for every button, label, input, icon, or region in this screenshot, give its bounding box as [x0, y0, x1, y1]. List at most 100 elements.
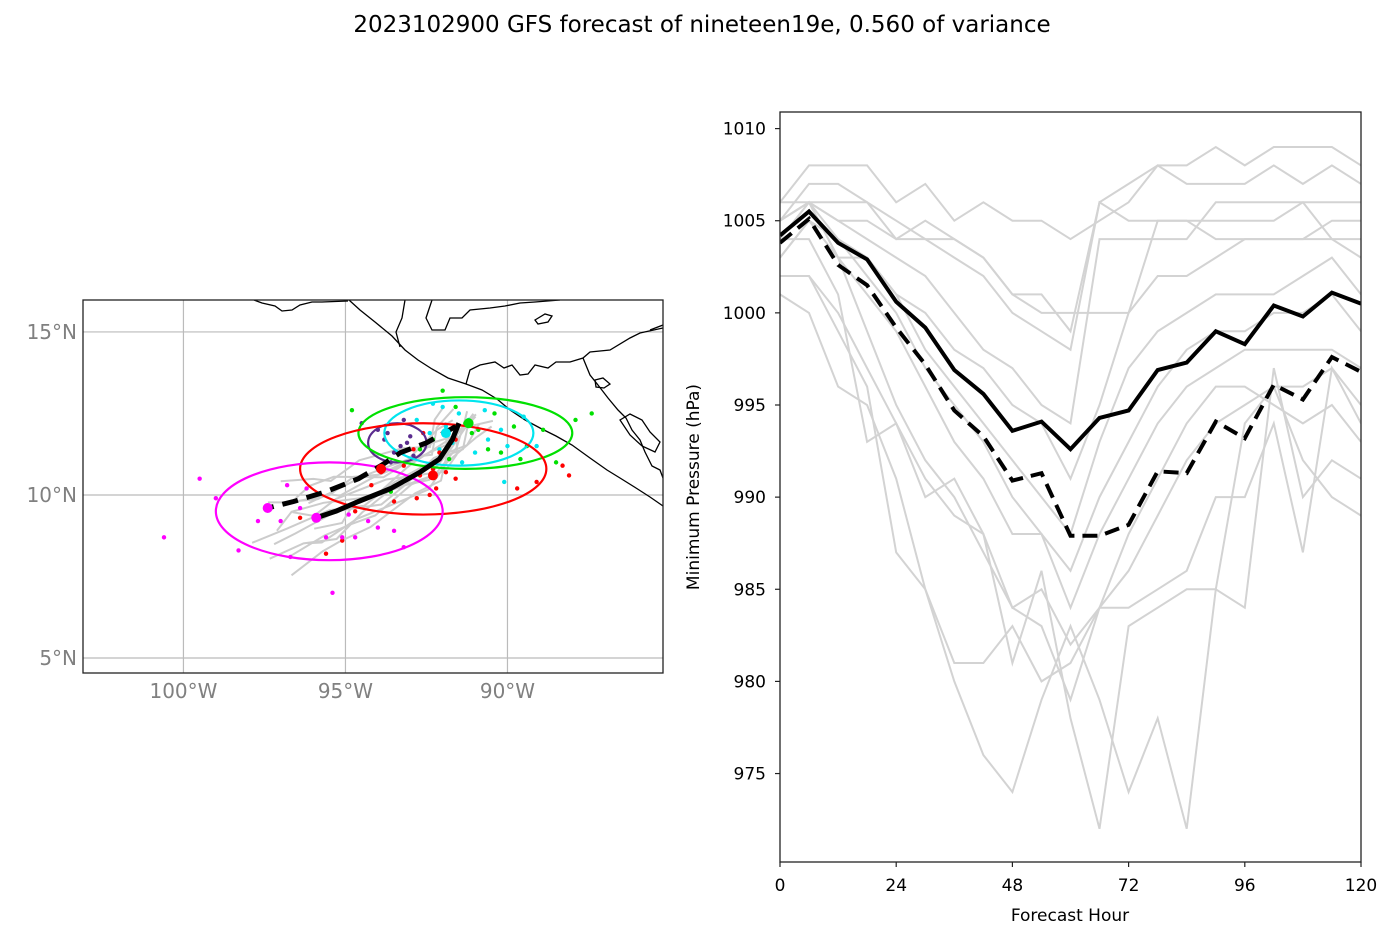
- map-ytick-label: 5°N: [39, 646, 77, 670]
- x-tick-label: 120: [1345, 876, 1377, 896]
- x-tick-label: 48: [1002, 876, 1024, 896]
- coastline: [253, 300, 663, 507]
- ensemble-track: [290, 425, 459, 577]
- position-point-cyan: [498, 427, 504, 432]
- coastline-nicaragua: [582, 357, 663, 479]
- x-axis-label: Forecast Hour: [1011, 906, 1129, 926]
- y-tick-label: 995: [734, 396, 766, 416]
- track-marker: [262, 503, 273, 514]
- position-point-red: [514, 486, 520, 491]
- position-point-red: [340, 538, 345, 543]
- x-tick-label: 0: [775, 876, 786, 896]
- y-tick-label: 980: [734, 672, 766, 692]
- position-point-red: [560, 463, 565, 468]
- lake-nicaragua: [619, 413, 661, 453]
- position-point-cyan: [414, 417, 419, 423]
- position-point-cyan: [443, 424, 449, 429]
- track-marker: [376, 463, 387, 474]
- map-ytick-label: 15°N: [27, 320, 77, 344]
- x-axis-ticks: 0 24 48 72 96 120: [775, 862, 1377, 896]
- y-tick-label: 1000: [723, 304, 766, 324]
- track-marker: [463, 418, 474, 429]
- position-point-cyan: [482, 408, 487, 413]
- position-point-magenta: [213, 496, 219, 501]
- ensemble-pressure-line: [780, 200, 1361, 703]
- ensemble-pressure-line: [780, 293, 1361, 683]
- position-point-green: [440, 388, 445, 393]
- uncertainty-ellipses: [214, 396, 574, 562]
- y-tick-label: 1005: [723, 212, 766, 232]
- y-axis-label: Minimum Pressure (hPa): [684, 384, 704, 590]
- map-xtick-label: 100°W: [149, 679, 217, 703]
- ensemble-tracks: [251, 407, 494, 577]
- position-point-magenta: [284, 482, 290, 488]
- ensemble-pressure-line: [780, 275, 1361, 830]
- ensemble-pressure-line: [780, 275, 1361, 647]
- x-tick-label: 72: [1118, 876, 1140, 896]
- pressure-plot: 0 24 48 72 96 120 975 980 985 990 995 1000 1005 1010…: [684, 111, 1377, 926]
- position-point-cyan: [427, 430, 432, 436]
- ensemble-pressure-line: [780, 164, 1361, 334]
- track-endpoints: [262, 418, 474, 523]
- position-point-green: [553, 460, 559, 465]
- y-tick-label: 1010: [723, 120, 766, 140]
- position-point-purple: [391, 450, 397, 455]
- position-point-magenta: [255, 518, 261, 524]
- position-point-red: [391, 499, 397, 504]
- position-point-red: [323, 551, 329, 556]
- map-tick-labels: 100°W 95°W 90°W 15°N 10°N 5°N: [27, 320, 536, 703]
- position-point-green: [589, 411, 594, 416]
- x-tick-label: 96: [1234, 876, 1256, 896]
- ensemble-pressure-line: [780, 219, 1361, 611]
- position-point-cyan: [485, 437, 491, 442]
- position-point-cyan: [440, 404, 445, 410]
- mean-track-solid: [315, 422, 462, 521]
- position-point-cyan: [437, 447, 442, 452]
- mean-tracks: [267, 422, 462, 521]
- position-point-green: [446, 456, 452, 462]
- figure-title: 2023102900 GFS forecast of nineteen19e, …: [353, 12, 1051, 38]
- ensemble-pressure-line: [780, 145, 1361, 241]
- position-point-purple: [404, 440, 410, 446]
- position-point-red: [369, 482, 374, 488]
- position-point-cyan: [472, 450, 478, 455]
- series-deterministic: [780, 215, 1361, 538]
- position-point-magenta: [278, 518, 283, 524]
- position-point-green: [573, 417, 578, 423]
- position-point-purple: [411, 453, 416, 459]
- position-point-green: [498, 450, 504, 455]
- position-point-green: [453, 404, 458, 410]
- position-point-red: [352, 509, 358, 514]
- position-point-green: [492, 411, 497, 416]
- position-point-cyan: [459, 460, 465, 465]
- coastline-segment: [534, 313, 663, 331]
- position-point-magenta: [352, 535, 358, 540]
- position-point-purple: [398, 443, 403, 449]
- track-marker: [440, 428, 451, 439]
- track-marker: [427, 470, 438, 481]
- position-point-magenta: [365, 518, 371, 524]
- mean-track-dashed: [267, 424, 457, 511]
- position-point-green: [417, 447, 423, 452]
- position-point-purple: [401, 417, 406, 423]
- position-point-red: [566, 473, 572, 478]
- position-point-green: [469, 430, 475, 436]
- position-point-magenta: [391, 528, 397, 534]
- uncertainty-ellipse: [383, 399, 535, 467]
- position-point-cyan: [534, 443, 539, 449]
- ensemble-track: [273, 423, 480, 546]
- map-gridlines: [83, 300, 663, 673]
- pressure-series: [780, 208, 1361, 538]
- ensemble-pressure-line: [780, 238, 1361, 830]
- border-guatemala: [395, 300, 561, 348]
- position-point-magenta: [304, 486, 309, 491]
- position-point-magenta: [340, 535, 345, 540]
- position-point-red: [443, 469, 449, 475]
- y-axis-ticks: 975 980 985 990 995 1000 1005 1010: [723, 120, 780, 785]
- position-point-magenta: [346, 512, 351, 517]
- position-point-green: [540, 427, 546, 432]
- position-point-magenta: [323, 535, 329, 540]
- uncertainty-ellipse: [214, 461, 444, 562]
- position-point-red: [427, 492, 432, 498]
- track-marker: [311, 512, 322, 523]
